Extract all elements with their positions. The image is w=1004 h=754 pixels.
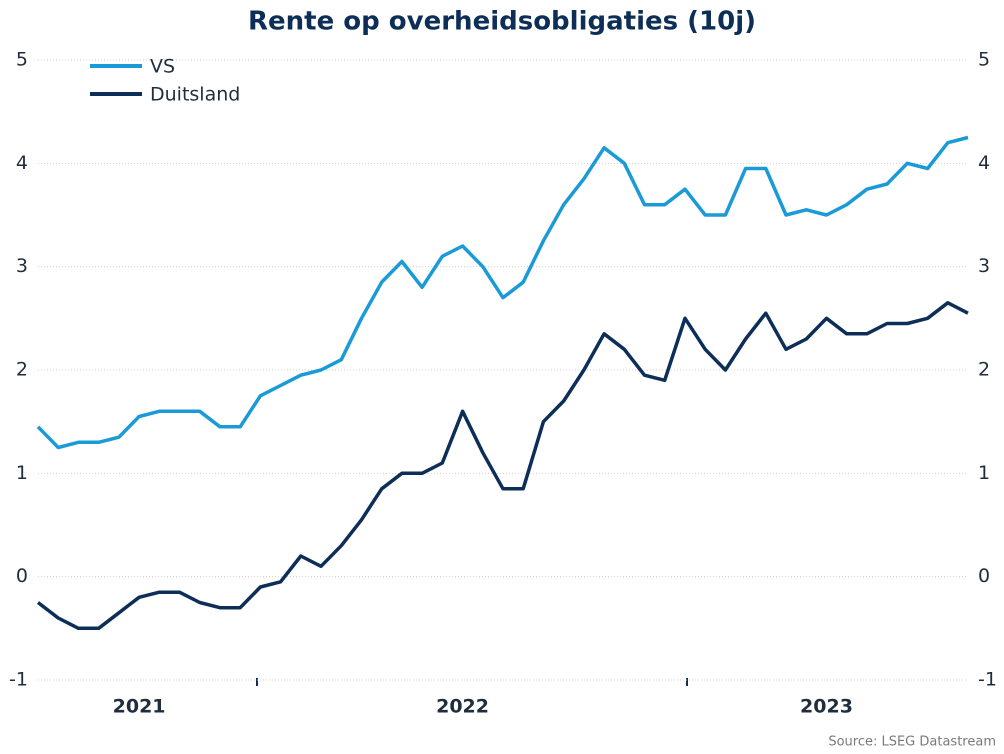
y2-tick-label: 1 [978, 462, 990, 484]
y-tick-label: 2 [16, 359, 28, 381]
series-line [36, 135, 969, 450]
chart-title: Rente op overheidsobligaties (10j) [248, 7, 756, 37]
series-line [36, 301, 969, 631]
y-tick-label: 4 [16, 152, 28, 174]
y-tick-label: 3 [16, 255, 28, 277]
x-tick-label: 2022 [436, 696, 489, 718]
y2-tick-label: 5 [978, 49, 990, 71]
legend-label: VS [150, 56, 175, 78]
x-tick-label: 2023 [800, 696, 853, 718]
y2-tick-label: 0 [978, 565, 990, 587]
y2-tick-label: 3 [978, 255, 990, 277]
source: Source: LSEG Datastream [828, 735, 996, 750]
y2-tick-label: 4 [978, 152, 990, 174]
x-tick-label: 2021 [113, 696, 166, 718]
y-tick-label: 1 [16, 462, 28, 484]
y2-tick-label: 2 [978, 359, 990, 381]
y-tick-label: 0 [16, 565, 28, 587]
legend-label: Duitsland [150, 84, 240, 106]
y-tick-label: 5 [16, 49, 28, 71]
y-tick-label: -1 [9, 669, 28, 691]
y2-tick-label: -1 [978, 669, 997, 691]
